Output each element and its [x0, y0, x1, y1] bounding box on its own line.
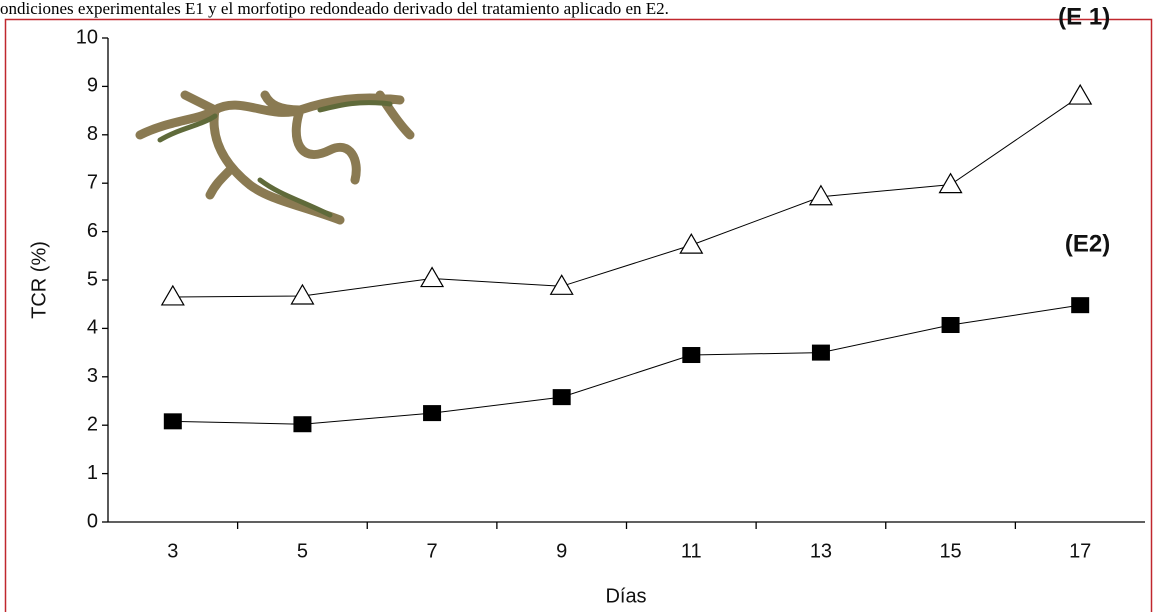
series-label: (E 1): [1058, 3, 1110, 30]
point-marker: [293, 416, 311, 432]
point-marker: [423, 405, 441, 421]
y-tick-label: 0: [87, 510, 98, 532]
x-tick-label: 17: [1069, 540, 1091, 562]
y-tick-label: 10: [76, 26, 98, 48]
series-label: (E2): [1065, 231, 1110, 258]
point-marker: [421, 268, 443, 287]
point-marker: [812, 345, 830, 361]
frame: [6, 20, 1152, 612]
point-marker: [942, 317, 960, 333]
point-marker: [162, 286, 184, 305]
page: {"caption": "ondiciones experimentales E…: [0, 0, 1153, 612]
y-tick-label: 8: [87, 123, 98, 145]
y-tick-label: 9: [87, 75, 98, 97]
x-axis-title: Días: [605, 585, 646, 607]
point-marker: [940, 174, 962, 193]
y-tick-label: 5: [87, 268, 98, 290]
x-tick-label: 5: [297, 540, 308, 562]
y-tick-label: 4: [87, 317, 98, 339]
y-axis-title: TCR (%): [28, 241, 50, 319]
y-tick-label: 2: [87, 413, 98, 435]
point-marker: [810, 186, 832, 205]
lichen-image: [140, 95, 410, 220]
figure: ondiciones experimentales E1 y el morfot…: [0, 0, 1153, 612]
x-tick-label: 3: [167, 540, 178, 562]
x-tick-label: 9: [556, 540, 567, 562]
caption: ondiciones experimentales E1 y el morfot…: [0, 0, 669, 18]
y-tick-label: 1: [87, 462, 98, 484]
x-tick-label: 11: [681, 540, 702, 562]
x-tick-label: 13: [810, 540, 832, 562]
point-marker: [164, 413, 182, 429]
point-marker: [551, 275, 573, 294]
x-tick-label: 7: [427, 540, 438, 562]
point-marker: [1069, 85, 1091, 104]
point-marker: [680, 234, 702, 253]
y-tick-label: 7: [87, 171, 98, 193]
point-marker: [682, 347, 700, 363]
series-line: [173, 96, 1080, 297]
y-tick-label: 6: [87, 220, 98, 242]
y-tick-label: 3: [87, 365, 98, 387]
x-tick-label: 15: [939, 540, 961, 562]
point-marker: [553, 389, 571, 405]
point-marker: [1071, 297, 1089, 313]
